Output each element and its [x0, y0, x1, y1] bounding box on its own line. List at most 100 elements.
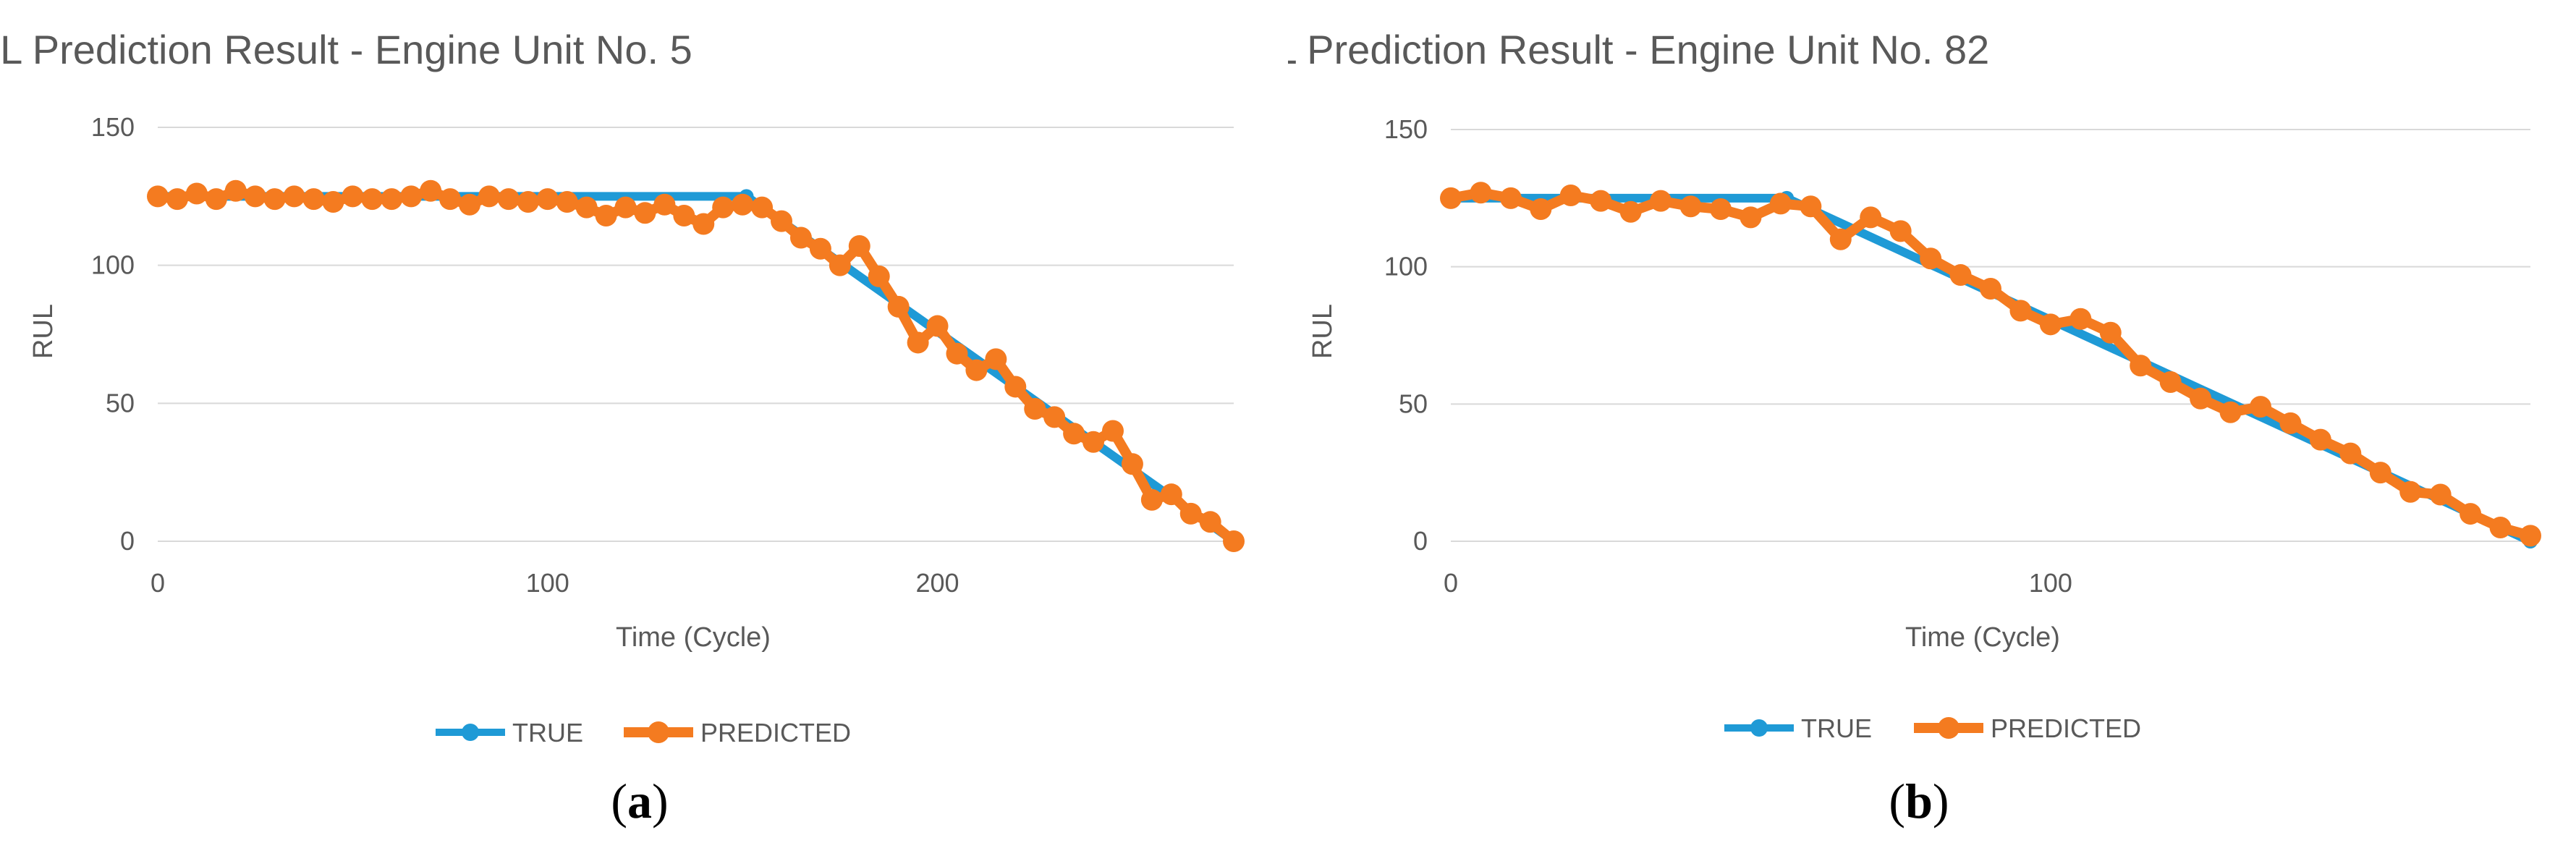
data-point-predicted	[147, 185, 169, 208]
y-gridlines	[1451, 129, 2530, 542]
x-axis-title: Time (Cycle)	[1905, 622, 2060, 653]
data-point-predicted	[1223, 530, 1245, 552]
data-point-predicted	[751, 196, 774, 219]
data-point-predicted	[2250, 396, 2271, 418]
data-point-predicted	[1082, 431, 1105, 453]
data-point-predicted	[459, 193, 481, 216]
data-point-predicted	[1590, 190, 1612, 212]
data-point-predicted	[224, 179, 247, 202]
data-point-predicted	[517, 190, 539, 213]
data-point-predicted	[2130, 355, 2152, 377]
panel-caption-a: (a)	[611, 774, 668, 829]
data-point-predicted	[673, 205, 695, 227]
data-point-predicted	[829, 254, 851, 276]
data-point-predicted	[1101, 420, 1124, 442]
data-point-predicted	[1860, 206, 1882, 229]
data-point-predicted	[1710, 198, 1732, 221]
data-point-predicted	[302, 188, 325, 211]
x-axis-title: Time (Cycle)	[616, 622, 771, 653]
data-point-predicted	[692, 213, 715, 235]
data-point-predicted	[2069, 308, 2092, 330]
data-point-predicted	[848, 234, 870, 257]
x-tick-label: 0	[151, 568, 165, 598]
series-line-predicted	[153, 185, 1239, 546]
data-point-predicted	[712, 196, 734, 219]
y-tick-label: 50	[1399, 389, 1428, 418]
legend-predicted-marker	[1938, 717, 1959, 739]
y-tick-label: 150	[1384, 114, 1428, 144]
data-point-predicted	[1160, 483, 1182, 506]
data-point-predicted	[2279, 412, 2302, 434]
y-tick-label: 0	[1413, 526, 1428, 556]
data-point-predicted	[244, 185, 266, 208]
data-point-predicted	[361, 188, 384, 211]
data-point-predicted	[907, 331, 929, 354]
data-point-predicted	[1829, 228, 1852, 250]
chart-svg-a: RUL Prediction Result - Engine Unit No. …	[0, 27, 1245, 829]
y-gridlines	[158, 127, 1234, 542]
legend-true-label: TRUE	[512, 718, 583, 747]
data-point-predicted	[1740, 206, 1762, 229]
legend-true-marker	[1750, 719, 1768, 737]
data-point-predicted	[1470, 182, 1492, 204]
x-tick-labels: 0 100	[1444, 568, 2072, 598]
series-line-true	[153, 192, 1238, 546]
data-point-predicted	[166, 188, 188, 211]
x-tick-labels: 0 100 200	[151, 568, 959, 598]
data-point-predicted	[1949, 264, 1972, 287]
data-point-predicted	[1619, 200, 1642, 223]
data-point-predicted	[1140, 488, 1163, 511]
data-point-predicted	[342, 185, 364, 208]
data-point-predicted	[400, 185, 423, 208]
data-point-predicted	[263, 188, 286, 211]
chart-legend: TRUE PREDICTED	[1724, 713, 2141, 743]
chart-title: RUL Prediction Result - Engine Unit No. …	[1288, 27, 1989, 72]
series-group	[147, 179, 1245, 552]
data-point-predicted	[1530, 198, 1552, 221]
data-point-predicted	[1024, 397, 1046, 420]
series-line-true	[1446, 193, 2535, 546]
data-point-predicted	[2039, 313, 2062, 336]
data-point-predicted	[322, 190, 344, 213]
data-point-predicted	[732, 193, 754, 216]
data-point-predicted	[1499, 187, 1522, 209]
data-point-predicted	[2489, 517, 2512, 539]
data-point-predicted	[1889, 220, 1912, 242]
data-point-predicted	[556, 190, 578, 213]
data-point-predicted	[771, 210, 793, 232]
legend-predicted-marker	[648, 721, 669, 743]
y-axis-title: RUL	[1308, 304, 1338, 359]
data-point-predicted	[2099, 321, 2122, 344]
data-point-predicted	[1559, 185, 1582, 207]
data-point-predicted	[653, 193, 676, 216]
data-point-predicted	[2339, 442, 2362, 465]
data-point-predicted	[2369, 462, 2391, 484]
data-point-predicted	[2190, 387, 2212, 410]
chart-panel-b: RUL Prediction Result - Engine Unit No. …	[1288, 0, 2576, 843]
data-point-predicted	[536, 188, 559, 211]
data-point-predicted	[926, 315, 949, 337]
data-point-predicted	[1121, 453, 1143, 475]
chart-svg-b: RUL Prediction Result - Engine Unit No. …	[1288, 27, 2541, 829]
data-point-predicted	[1800, 195, 1822, 218]
data-point-predicted	[1199, 511, 1221, 533]
data-point-predicted	[965, 359, 988, 381]
data-point-predicted	[439, 188, 462, 211]
data-point-predicted	[2219, 401, 2242, 423]
data-point-predicted	[868, 265, 890, 287]
data-point-predicted	[809, 237, 831, 260]
data-point-predicted	[420, 179, 442, 202]
data-point-predicted	[2159, 370, 2182, 393]
legend-true-label: TRUE	[1801, 713, 1872, 743]
y-tick-label: 100	[1384, 252, 1428, 281]
x-tick-label: 100	[526, 568, 569, 598]
data-point-predicted	[2460, 503, 2482, 525]
y-tick-label: 0	[120, 526, 135, 556]
data-point-predicted	[575, 196, 598, 219]
y-axis-title: RUL	[28, 304, 59, 359]
data-point-predicted	[614, 196, 637, 219]
y-tick-label: 150	[91, 112, 135, 142]
chart-title: RUL Prediction Result - Engine Unit No. …	[0, 27, 692, 72]
legend-predicted-label: PREDICTED	[700, 718, 851, 747]
data-point-predicted	[381, 188, 403, 211]
